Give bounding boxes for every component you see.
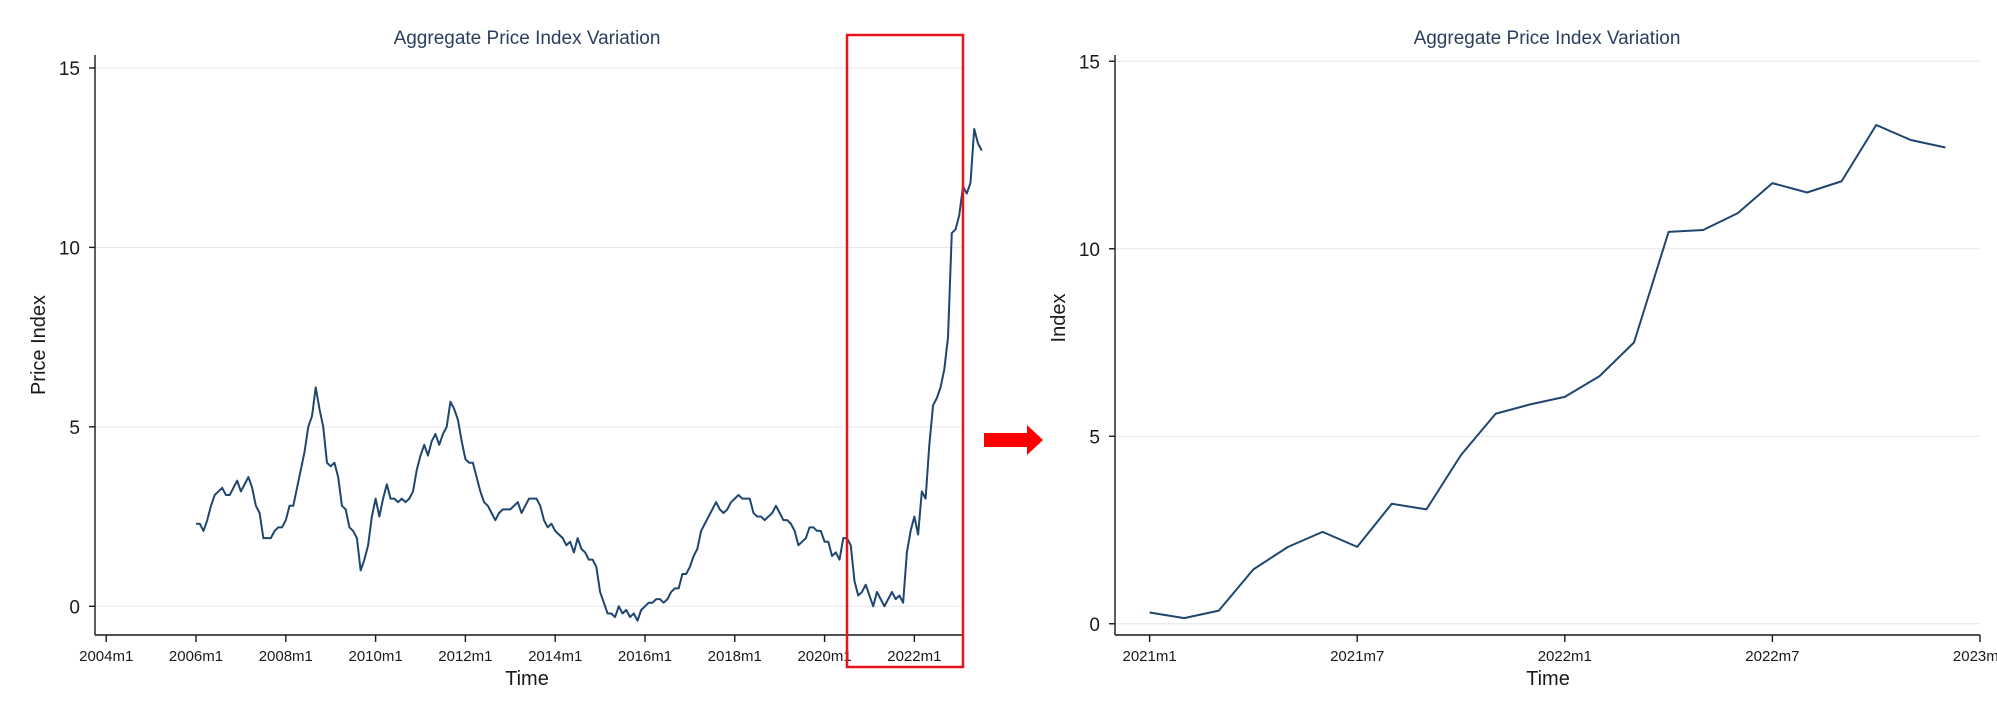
y-tick-label: 15: [59, 59, 80, 80]
zoomed-gridlines: [1115, 60, 1980, 625]
overview-chart-title: Aggregate Price Index Variation: [394, 28, 661, 49]
x-tick-label: 2006m1: [169, 648, 223, 665]
x-tick-label: 2022m7: [1745, 648, 1799, 665]
x-tick-label: 2012m1: [438, 648, 492, 665]
x-tick-label: 2021m7: [1330, 648, 1384, 665]
y-tick-label: 0: [69, 597, 80, 618]
highlight-box: [845, 33, 965, 669]
zoomed-series-line: [1149, 124, 1946, 620]
zoomed-y-axis-title: Index: [1048, 294, 1070, 343]
overview-y-axis-title: Price Index: [28, 295, 50, 395]
zoom-arrow-icon: [984, 425, 1043, 455]
x-tick-label: 2004m1: [79, 648, 133, 665]
zoomed-chart-title: Aggregate Price Index Variation: [1414, 28, 1681, 49]
overview-y-ticks: 0 5 10 15: [59, 59, 95, 618]
y-tick-label: 5: [1089, 427, 1100, 448]
x-tick-label: 2018m1: [708, 648, 762, 665]
x-tick-label: 2021m1: [1122, 648, 1176, 665]
overview-chart: Aggregate Price Index Variation 0 5 10 15 2…: [28, 28, 983, 690]
y-tick-label: 10: [59, 238, 80, 259]
overview-axes: [94, 55, 963, 636]
y-tick-label: 0: [1089, 615, 1100, 636]
x-tick-label: 2022m1: [887, 648, 941, 665]
zoomed-x-ticks: 2021m1 2021m7 2022m1 2022m7 2023m1: [1122, 635, 1997, 665]
x-tick-label: 2022m1: [1538, 648, 1592, 665]
overview-series-line: [196, 127, 983, 622]
x-tick-label: 2016m1: [618, 648, 672, 665]
overview-x-axis-title: Time: [505, 668, 549, 690]
zoomed-chart: Aggregate Price Index Variation 0 5 10 15 2…: [1048, 28, 1997, 690]
y-tick-label: 5: [69, 418, 80, 439]
overview-gridlines: [95, 67, 963, 607]
y-tick-label: 10: [1079, 240, 1100, 261]
x-tick-label: 2023m1: [1953, 648, 1997, 665]
zoomed-axes: [1114, 55, 1980, 636]
x-tick-label: 2010m1: [348, 648, 402, 665]
zoomed-x-axis-title: Time: [1526, 668, 1570, 690]
x-tick-label: 2014m1: [528, 648, 582, 665]
overview-x-ticks: 2004m1 2006m1 2008m1 2010m1 2012m1 2014m1 2016…: [79, 635, 941, 665]
x-tick-label: 2008m1: [259, 648, 313, 665]
y-tick-label: 15: [1079, 52, 1100, 73]
x-tick-label: 2020m1: [797, 648, 851, 665]
zoomed-y-ticks: 0 5 10 15: [1079, 52, 1115, 636]
